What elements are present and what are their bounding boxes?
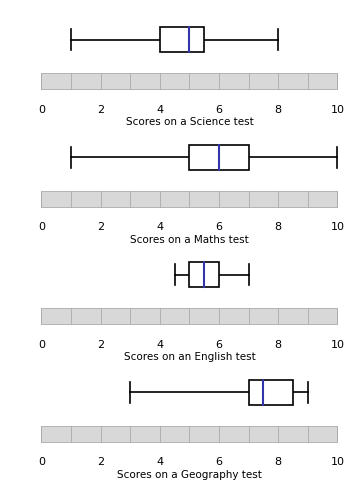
Bar <box>41 73 337 89</box>
Bar <box>189 262 219 287</box>
Bar <box>41 308 337 324</box>
X-axis label: Scores on an English test: Scores on an English test <box>124 352 255 362</box>
Bar <box>41 426 337 442</box>
X-axis label: Scores on a Maths test: Scores on a Maths test <box>130 235 249 245</box>
Bar <box>249 380 293 404</box>
Bar <box>41 190 337 206</box>
Bar <box>160 28 204 52</box>
X-axis label: Scores on a Geography test: Scores on a Geography test <box>117 470 262 480</box>
X-axis label: Scores on a Science test: Scores on a Science test <box>126 118 253 128</box>
Bar <box>189 145 249 170</box>
